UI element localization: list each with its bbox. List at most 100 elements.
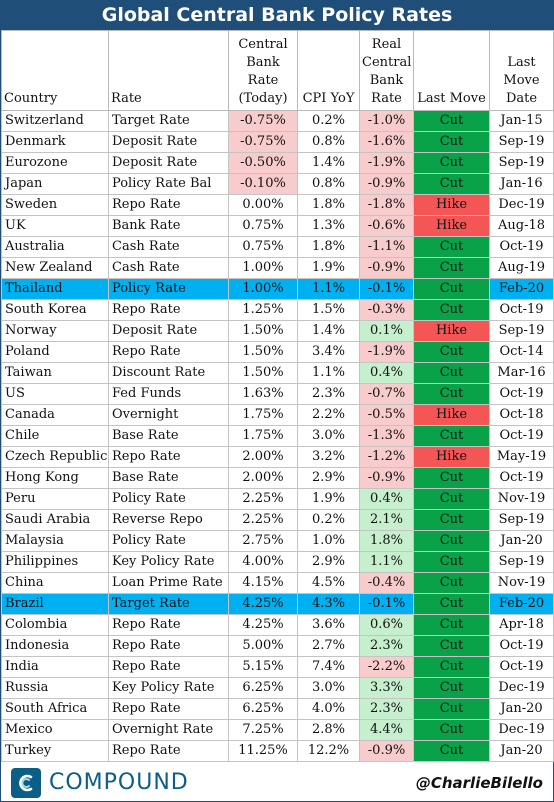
central-bank-rate-cell: 1.25% — [228, 299, 298, 321]
last-move-cell: Cut — [413, 362, 490, 384]
central-bank-rate-cell: -0.75% — [228, 110, 298, 132]
real-rate-cell: -0.3% — [359, 299, 414, 321]
central-bank-rate-cell: 5.15% — [228, 656, 298, 678]
country-cell: Russia — [1, 677, 109, 699]
central-bank-rate-cell: 1.50% — [228, 362, 298, 384]
header-country: Country — [1, 30, 109, 111]
last-move-date-cell: Sep-19 — [489, 131, 554, 153]
last-move-date-cell: Jan-20 — [489, 530, 554, 552]
last-move-cell: Cut — [413, 656, 490, 678]
cpi-cell: 4.5% — [297, 572, 360, 594]
last-move-date-cell: Jan-15 — [489, 110, 554, 132]
cpi-cell: 1.3% — [297, 215, 360, 237]
header-cpi-yoy: CPI YoY — [297, 30, 360, 111]
central-bank-rate-cell: 1.50% — [228, 341, 298, 363]
rate-type-cell: Bank Rate — [108, 215, 229, 237]
real-rate-cell: -0.4% — [359, 572, 414, 594]
central-bank-rate-cell: -0.50% — [228, 152, 298, 174]
last-move-cell: Cut — [413, 614, 490, 636]
last-move-date-cell: Oct-19 — [489, 383, 554, 405]
rate-type-cell: Repo Rate — [108, 635, 229, 657]
real-rate-cell: 4.4% — [359, 719, 414, 741]
cpi-cell: 1.9% — [297, 257, 360, 279]
last-move-date-cell: Jan-20 — [489, 698, 554, 720]
table-row: Poland Repo Rate 1.50% 3.4% -1.9% Cut Oct-14 — [1, 341, 554, 363]
author-handle: @CharlieBilello — [415, 773, 543, 792]
cpi-cell: 2.9% — [297, 551, 360, 573]
real-rate-cell: 1.8% — [359, 530, 414, 552]
rate-type-cell: Target Rate — [108, 593, 229, 615]
central-bank-rate-cell: 0.75% — [228, 236, 298, 258]
rate-type-cell: Discount Rate — [108, 362, 229, 384]
last-move-date-cell: Nov-19 — [489, 488, 554, 510]
table-row: Eurozone Deposit Rate -0.50% 1.4% -1.9% Cut Se… — [1, 152, 554, 174]
country-cell: Denmark — [1, 131, 109, 153]
real-rate-cell: 2.3% — [359, 635, 414, 657]
central-bank-rate-cell: 2.25% — [228, 509, 298, 531]
real-rate-cell: -1.3% — [359, 425, 414, 447]
last-move-date-cell: May-19 — [489, 446, 554, 468]
last-move-cell: Cut — [413, 131, 490, 153]
country-cell: Taiwan — [1, 362, 109, 384]
country-cell: Colombia — [1, 614, 109, 636]
last-move-date-cell: Dec-19 — [489, 719, 554, 741]
last-move-cell: Hike — [413, 320, 490, 342]
rate-type-cell: Repo Rate — [108, 446, 229, 468]
country-cell: Eurozone — [1, 152, 109, 174]
last-move-cell: Cut — [413, 467, 490, 489]
last-move-cell: Cut — [413, 593, 490, 615]
last-move-cell: Cut — [413, 551, 490, 573]
table-row: Canada Overnight 1.75% 2.2% -0.5% Hike Oct-18 — [1, 404, 554, 426]
last-move-date-cell: Aug-19 — [489, 257, 554, 279]
country-cell: Saudi Arabia — [1, 509, 109, 531]
country-cell: Malaysia — [1, 530, 109, 552]
rate-type-cell: Policy Rate — [108, 488, 229, 510]
country-cell: Czech Republic — [1, 446, 109, 468]
last-move-cell: Cut — [413, 719, 490, 741]
central-bank-rate-cell: 7.25% — [228, 719, 298, 741]
central-bank-rate-cell: -0.75% — [228, 131, 298, 153]
country-cell: Brazil — [1, 593, 109, 615]
central-bank-rate-cell: 1.50% — [228, 320, 298, 342]
table-row: India Repo Rate 5.15% 7.4% -2.2% Cut Oct-19 — [1, 656, 554, 678]
compound-logo-icon — [11, 767, 41, 798]
rate-type-cell: Deposit Rate — [108, 320, 229, 342]
central-bank-rate-cell: 1.00% — [228, 257, 298, 279]
cpi-cell: 3.0% — [297, 677, 360, 699]
cpi-cell: 3.4% — [297, 341, 360, 363]
header-rate: Rate — [108, 30, 229, 111]
rate-type-cell: Cash Rate — [108, 257, 229, 279]
last-move-date-cell: Oct-19 — [489, 425, 554, 447]
last-move-date-cell: Dec-19 — [489, 194, 554, 216]
last-move-date-cell: Apr-18 — [489, 614, 554, 636]
table-row: Taiwan Discount Rate 1.50% 1.1% 0.4% Cut Mar-1… — [1, 362, 554, 384]
central-bank-rate-cell: 11.25% — [228, 740, 298, 762]
country-cell: Norway — [1, 320, 109, 342]
real-rate-cell: 0.4% — [359, 488, 414, 510]
cpi-cell: 2.2% — [297, 404, 360, 426]
table-row: Indonesia Repo Rate 5.00% 2.7% 2.3% Cut Oct-19 — [1, 635, 554, 657]
last-move-cell: Cut — [413, 257, 490, 279]
table-row: US Fed Funds 1.63% 2.3% -0.7% Cut Oct-19 — [1, 383, 554, 405]
last-move-cell: Cut — [413, 341, 490, 363]
real-rate-cell: -1.1% — [359, 236, 414, 258]
last-move-cell: Cut — [413, 236, 490, 258]
cpi-cell: 0.2% — [297, 110, 360, 132]
last-move-cell: Cut — [413, 152, 490, 174]
rate-type-cell: Key Policy Rate — [108, 677, 229, 699]
rate-type-cell: Overnight — [108, 404, 229, 426]
table-row: Czech Republic Repo Rate 2.00% 3.2% -1.2% Hik… — [1, 446, 554, 468]
country-cell: Peru — [1, 488, 109, 510]
last-move-cell: Cut — [413, 173, 490, 195]
cpi-cell: 2.3% — [297, 383, 360, 405]
rate-type-cell: Loan Prime Rate — [108, 572, 229, 594]
real-rate-cell: -0.9% — [359, 467, 414, 489]
table-row: South Korea Repo Rate 1.25% 1.5% -0.3% Cut Oct… — [1, 299, 554, 321]
last-move-date-cell: Sep-19 — [489, 509, 554, 531]
cpi-cell: 1.1% — [297, 278, 360, 300]
rate-type-cell: Repo Rate — [108, 614, 229, 636]
last-move-cell: Cut — [413, 425, 490, 447]
central-bank-rate-cell: 4.25% — [228, 593, 298, 615]
header-row: Country Rate Central Bank Rate (Today) C… — [1, 30, 554, 111]
